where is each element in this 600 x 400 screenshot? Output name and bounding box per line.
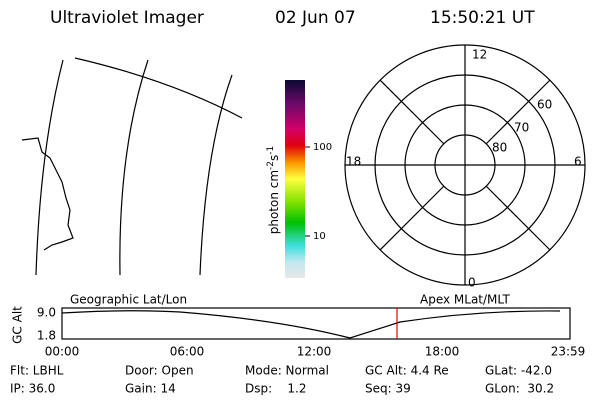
title: Ultraviolet Imager xyxy=(50,8,204,28)
status-field: Flt: LBHL xyxy=(10,364,64,378)
timeline-axis-label: GC Alt xyxy=(11,306,25,344)
timeline-label: Apex MLat/MLT xyxy=(420,293,510,307)
polar-label: 6 xyxy=(574,155,582,169)
altitude-curve xyxy=(61,310,561,339)
timeline-xtick: 23:59 xyxy=(551,345,586,359)
status-field: GC Alt: 4.4 Re xyxy=(365,364,449,378)
polar-label: 70 xyxy=(514,121,529,135)
timeline-frame xyxy=(61,307,571,340)
date: 02 Jun 07 xyxy=(275,8,356,28)
status-field: Dsp: 1.2 xyxy=(245,382,307,396)
polar-grid xyxy=(344,44,586,286)
status-field: Mode: Normal xyxy=(245,364,329,378)
timeline-ytick: 9.0 xyxy=(37,306,56,320)
polar-label: 80 xyxy=(492,141,507,155)
status-field: Door: Open xyxy=(125,364,194,378)
polar-label: 60 xyxy=(537,98,552,112)
status-field: Seq: 39 xyxy=(365,382,411,396)
status-panel: Flt: LBHL Door: Open Mode: Normal GC Alt: 4… xyxy=(10,364,554,396)
timeline-label: Geographic Lat/Lon xyxy=(70,293,187,307)
polar-label: 12 xyxy=(472,48,487,62)
colorbar-label: photon cm-2s-1 xyxy=(266,146,281,235)
timeline-xtick: 18:00 xyxy=(425,345,460,359)
colorbar-tick-label: 10 xyxy=(313,231,326,242)
status-field: GLon: 30.2 xyxy=(485,382,554,396)
status-field: GLat: -42.0 xyxy=(485,364,552,378)
colorbar-tick-label: 100 xyxy=(313,142,332,153)
time: 15:50:21 UT xyxy=(430,8,535,28)
timeline-ytick: 1.8 xyxy=(37,329,56,343)
polar-label: 18 xyxy=(346,155,361,169)
status-field: IP: 36.0 xyxy=(10,382,55,396)
timeline-xtick: 06:00 xyxy=(170,345,205,359)
timeline-xtick: 12:00 xyxy=(297,345,332,359)
polar-label: 0 xyxy=(468,276,476,290)
status-field: Gain: 14 xyxy=(125,382,176,396)
colorbar xyxy=(285,80,305,278)
map xyxy=(21,57,243,276)
timeline-xtick: 00:00 xyxy=(45,345,80,359)
